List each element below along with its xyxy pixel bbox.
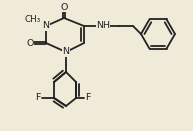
- Text: CH₃: CH₃: [25, 15, 41, 23]
- Text: O: O: [60, 2, 68, 12]
- Text: N: N: [63, 48, 69, 56]
- Text: F: F: [85, 94, 91, 102]
- Text: O: O: [26, 39, 34, 48]
- Text: N: N: [42, 21, 49, 31]
- Text: NH: NH: [96, 21, 110, 31]
- Text: F: F: [35, 94, 41, 102]
